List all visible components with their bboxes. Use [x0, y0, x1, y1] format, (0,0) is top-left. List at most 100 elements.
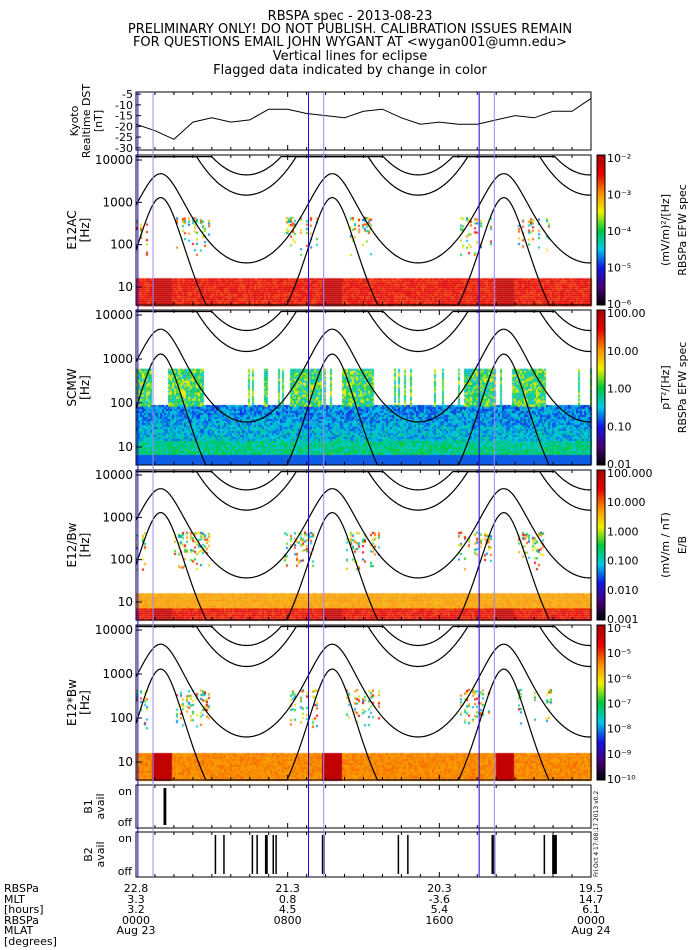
colorbar-cell: [597, 194, 605, 196]
colorbar-cell: [597, 424, 605, 426]
colorbar-cell: [597, 326, 605, 328]
colorbar-cell: [597, 370, 605, 372]
colorbar-cell: [597, 480, 605, 482]
colorbar-cell: [597, 546, 605, 548]
ephemeris-mlat: -3.6: [428, 892, 451, 906]
y-tick-label: 100: [110, 711, 133, 725]
y-tick-label: 1000: [102, 667, 133, 681]
colorbar-cell: [597, 505, 605, 507]
colorbar-cell: [597, 347, 605, 349]
colorbar-cell: [597, 579, 605, 581]
title: RBSPA spec - 2013-08-23 PRELIMINARY ONLY…: [0, 0, 700, 84]
colorbar-label: E/B: [676, 536, 689, 554]
colorbar-cell: [597, 267, 605, 269]
colorbar-cell: [597, 261, 605, 263]
colorbar-cell: [597, 337, 605, 339]
colorbar-cell: [597, 775, 605, 777]
colorbar-cell: [597, 589, 605, 591]
y-axis-label: avail: [94, 793, 107, 819]
colorbar-cell: [597, 419, 605, 421]
y-axis-label: E12/Bw: [65, 522, 79, 567]
colorbar-cell: [597, 577, 605, 579]
colorbar-cell: [597, 332, 605, 334]
colorbar-cell: [597, 578, 605, 580]
colorbar-cell: [597, 649, 605, 651]
colorbar-cell: [597, 615, 605, 617]
colorbar-cell: [597, 415, 605, 417]
colorbar-cell: [597, 704, 605, 706]
colorbar-cell: [597, 403, 605, 405]
colorbar-label: pT²/[Hz]: [659, 365, 672, 409]
colorbar-cell: [597, 514, 605, 516]
colorbar-cell: [597, 175, 605, 177]
colorbar-cell: [597, 591, 605, 593]
colorbar-cell: [597, 389, 605, 391]
colorbar-cell: [597, 187, 605, 189]
colorbar-cell: [597, 211, 605, 213]
colorbar-cell: [597, 350, 605, 352]
y-tick-label: -5: [122, 88, 133, 101]
ephemeris-lshell: 3.2: [127, 903, 145, 916]
colorbar-cell: [597, 366, 605, 368]
colorbar-tick-label: 10⁻¹⁰: [607, 773, 636, 786]
colorbar-cell: [597, 634, 605, 636]
colorbar-cell: [597, 672, 605, 674]
colorbar-cell: [597, 422, 605, 424]
colorbar-cell: [597, 470, 605, 472]
colorbar-cell: [597, 359, 605, 361]
colorbar-tick-label: 100.00: [607, 307, 646, 320]
colorbar-cell: [597, 445, 605, 447]
y-tick-label: 10: [118, 280, 133, 294]
colorbar-cell: [597, 437, 605, 439]
colorbar-cell: [597, 771, 605, 773]
colorbar-cell: [597, 512, 605, 514]
ephemeris-column: 20.3 -3.6 5.4 1600: [409, 883, 469, 937]
colorbar-cell: [597, 728, 605, 730]
colorbar-cell: [597, 712, 605, 714]
colorbar-cell: [597, 369, 605, 371]
colorbar-cell: [597, 658, 605, 660]
colorbar-cell: [597, 373, 605, 375]
colorbar-cell: [597, 668, 605, 670]
colorbar-cell: [597, 495, 605, 497]
dst-line: [135, 97, 592, 140]
colorbar-cell: [597, 379, 605, 381]
colorbar-cell: [597, 729, 605, 731]
colorbar-cell: [597, 450, 605, 452]
colorbar-cell: [597, 484, 605, 486]
colorbar-cell: [597, 263, 605, 265]
row-label: [hours]: [4, 903, 44, 916]
colorbar-label: RBSPa EFW spec: [676, 342, 689, 434]
colorbar-cell: [597, 662, 605, 664]
frequency-curve: [136, 156, 591, 196]
colorbar-cell: [597, 592, 605, 594]
colorbar-cell: [597, 643, 605, 645]
colorbar-cell: [597, 760, 605, 762]
colorbar-cell: [597, 732, 605, 734]
colorbar-cell: [597, 343, 605, 345]
colorbar-cell: [597, 563, 605, 565]
colorbar-cell: [597, 691, 605, 693]
colorbar-cell: [597, 598, 605, 600]
colorbar-cell: [597, 757, 605, 759]
colorbar-cell: [597, 453, 605, 455]
colorbar-cell: [597, 486, 605, 488]
ephemeris-time: 1600: [425, 913, 454, 927]
colorbar-cell: [597, 390, 605, 392]
colorbar-tick-label: 0.10: [607, 420, 632, 433]
colorbar-cell: [597, 296, 605, 298]
colorbar-cell: [597, 238, 605, 240]
colorbar-cell: [597, 543, 605, 545]
colorbar-cell: [597, 519, 605, 521]
colorbar-cell: [597, 204, 605, 206]
colorbar-cell: [597, 205, 605, 207]
colorbar-cell: [597, 533, 605, 535]
y-tick-label: 1000: [102, 510, 133, 524]
row-label: RBSPa: [4, 913, 39, 927]
colorbar: [596, 154, 606, 306]
colorbar-cell: [597, 410, 605, 412]
colorbar-cell: [597, 391, 605, 393]
colorbar-cell: [597, 340, 605, 342]
colorbar-cell: [597, 357, 605, 359]
